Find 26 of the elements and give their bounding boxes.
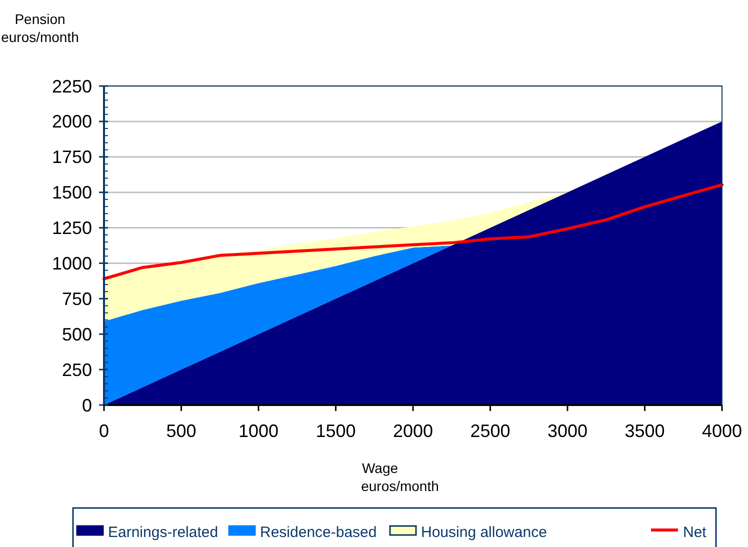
x-tick-label: 3000 [547,421,588,441]
y-axis-title: Pension euros/month [1,11,79,45]
y-tick-label: 0 [82,395,92,416]
x-tick-label: 2000 [392,421,434,441]
x-tick-label: 3500 [624,421,665,441]
y-tick-label: 1000 [52,254,92,274]
x-tick-label: 1500 [316,421,356,441]
y-tick-label: 2000 [52,112,92,132]
legend-label: Earnings-related [108,524,218,541]
x-tick-label: 4000 [702,421,742,441]
y-tick-label: 1250 [52,218,92,238]
legend-label: Housing allowance [421,524,547,541]
x-tick-label: 0 [98,421,110,441]
x-tick-label: 2500 [470,421,510,441]
x-tick-label: 500 [166,421,196,441]
y-tick-label: 500 [62,324,92,344]
line-series [102,183,724,280]
y-tick-label: 1500 [52,182,92,203]
x-tick-label: 1000 [238,421,279,441]
y-tick-label: 1750 [52,147,92,168]
y-tick-label: 750 [62,288,92,309]
legend-label: Residence-based [260,524,377,541]
y-tick-label: 2250 [52,76,92,96]
y-tick-label: 250 [62,360,92,380]
x-axis-title: Wage euros/month [361,460,439,494]
legend-label: Net [683,524,708,541]
